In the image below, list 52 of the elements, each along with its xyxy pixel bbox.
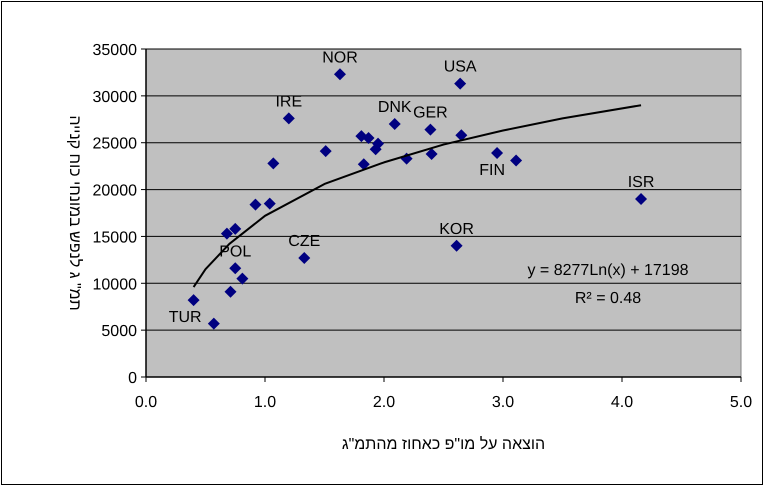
annotation: ISR [628,174,654,191]
x-axis-title: הוצאה על מו"פ כאחוז מהתמ"ג [342,435,546,453]
point [358,158,370,170]
x-tick-label: 1.0 [254,394,276,411]
y-tick-label: 20000 [92,182,138,200]
point [220,228,233,240]
annotation: USA [444,58,477,76]
point [229,262,242,274]
annotation: R² = 0.48 [574,290,642,307]
x-tick-label: 0.0 [134,394,158,411]
point [454,78,466,90]
point [450,240,463,252]
point [264,198,276,210]
point [424,124,436,136]
point [388,118,401,130]
point [334,68,346,80]
y-tick-label: 25000 [92,136,138,153]
point [510,154,522,167]
x-tick-label: 4.0 [610,394,634,411]
annotation: TUR [168,309,202,326]
y-tick-label: 30000 [92,88,138,106]
point [229,222,242,235]
y-tick-label: 0 [128,370,138,387]
x-tick-label: 2.0 [372,394,396,411]
annotation: FIN [479,162,506,180]
point [267,157,280,170]
point [635,192,648,205]
y-axis-title: תמ" ג לנפש במונחי כוח קנייה [66,115,84,311]
x-tick-label: 5.0 [730,394,752,411]
annotation: CZE [288,232,320,250]
point [426,148,438,160]
point [188,294,200,306]
annotation: GER [413,104,448,122]
point [282,112,295,124]
y-tick-label: 35000 [92,42,138,59]
point [224,286,236,298]
point [362,132,375,144]
point [320,145,332,158]
point [491,147,504,160]
point [236,272,248,285]
annotation: NOR [322,49,358,66]
point [249,198,262,211]
annotation: DNK [378,98,412,116]
point [455,129,468,142]
point [208,318,220,330]
x-tick-label: 3.0 [492,394,514,411]
y-tick-label: 10000 [92,276,138,294]
y-tick-label: 5000 [101,323,138,340]
annotation: y = 8277Ln(x) + 17198 [527,262,689,279]
annotation: KOR [439,220,474,238]
y-tick-label: 15000 [92,229,138,246]
point [298,252,310,264]
